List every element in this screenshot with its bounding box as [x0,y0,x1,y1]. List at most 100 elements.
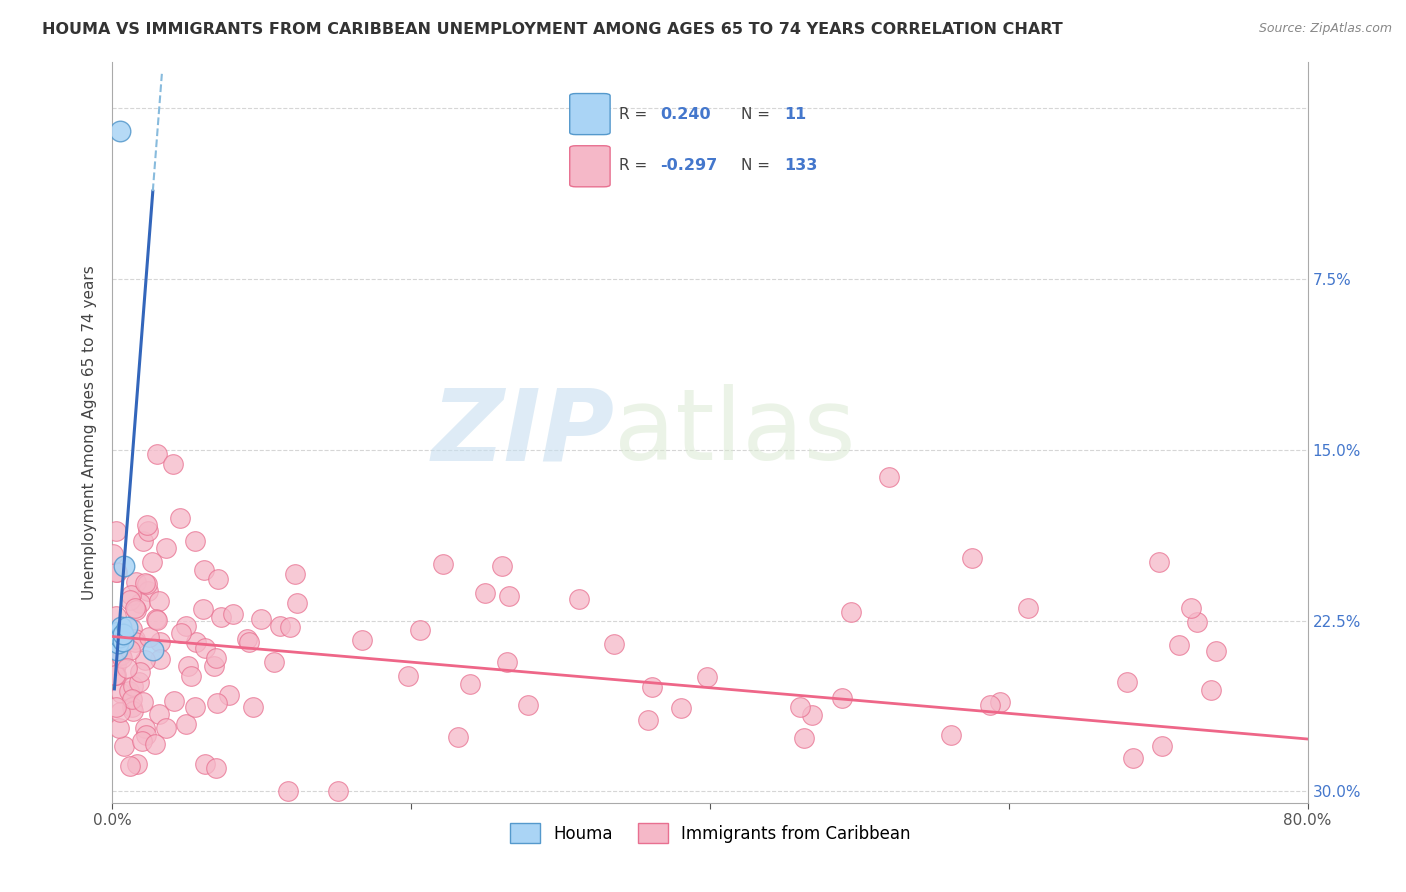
Text: Source: ZipAtlas.com: Source: ZipAtlas.com [1258,22,1392,36]
Point [105,657,128,672]
Point [174,717,197,731]
Point [458,677,481,691]
Point [111,627,134,641]
Text: HOUMA VS IMMIGRANTS FROM CARIBBEAN UNEMPLOYMENT AMONG AGES 65 TO 74 YEARS CORREL: HOUMA VS IMMIGRANTS FROM CARIBBEAN UNEMP… [42,22,1063,37]
Point [432,557,454,571]
Point [117,661,139,675]
Point [114,558,135,573]
Point [110,685,132,699]
Point [138,630,160,644]
Point [124,632,146,646]
Point [105,566,128,580]
Point [120,588,142,602]
Point [988,696,1011,710]
Text: ZIP: ZIP [432,384,614,481]
Point [112,739,135,754]
Point [637,713,659,727]
Text: atlas: atlas [614,384,856,481]
Point [107,624,129,639]
Point [121,622,143,636]
Point [284,566,307,581]
Legend: Houma, Immigrants from Caribbean: Houma, Immigrants from Caribbean [503,816,917,850]
Point [103,547,125,561]
Point [118,593,141,607]
Point [128,596,150,610]
Point [142,643,165,657]
Point [108,124,131,138]
Point [1116,674,1139,689]
Point [396,669,419,683]
Point [352,633,374,648]
Point [180,669,202,683]
Point [110,620,132,634]
Point [125,574,148,589]
Point [117,620,139,634]
Point [202,659,225,673]
Point [1205,643,1227,657]
Point [194,640,217,655]
Point [155,721,177,735]
Point [447,730,470,744]
Point [491,558,513,573]
Point [218,689,240,703]
Point [184,635,207,649]
Point [207,572,229,586]
Point [148,707,170,722]
Point [134,576,156,591]
Point [120,758,142,772]
Point [135,518,157,533]
Point [111,651,134,665]
Point [831,690,853,705]
Point [104,667,127,681]
Point [105,643,128,657]
Point [163,693,186,707]
Point [979,698,1001,713]
Point [155,541,177,555]
Point [104,524,127,538]
Point [169,511,191,525]
Point [801,707,824,722]
Point [105,565,128,579]
Point [263,655,285,669]
Point [162,457,184,471]
Point [960,550,983,565]
Point [269,619,291,633]
Point [149,652,172,666]
Point [138,584,160,599]
Point [107,636,129,650]
Point [879,470,901,484]
Point [104,668,127,682]
Point [1199,682,1222,697]
Point [1121,751,1143,765]
Point [135,728,157,742]
Point [124,635,146,649]
Point [132,695,155,709]
Point [278,620,301,634]
Point [194,756,217,771]
Point [1147,555,1170,569]
Point [205,650,228,665]
Point [1167,638,1189,652]
Point [149,634,172,648]
Point [128,675,150,690]
Point [145,612,167,626]
Point [193,563,215,577]
Point [105,700,128,714]
Point [474,586,496,600]
Point [1150,739,1173,753]
Point [516,698,538,712]
Point [176,619,198,633]
Point [841,605,863,619]
Point [118,684,141,698]
Point [641,680,664,694]
Point [176,659,198,673]
Point [122,704,145,718]
Point [107,644,129,658]
Point [131,734,153,748]
Point [696,670,718,684]
Point [238,635,260,649]
Point [104,608,127,623]
Point [111,634,134,648]
Point [136,524,159,539]
Point [108,721,131,735]
